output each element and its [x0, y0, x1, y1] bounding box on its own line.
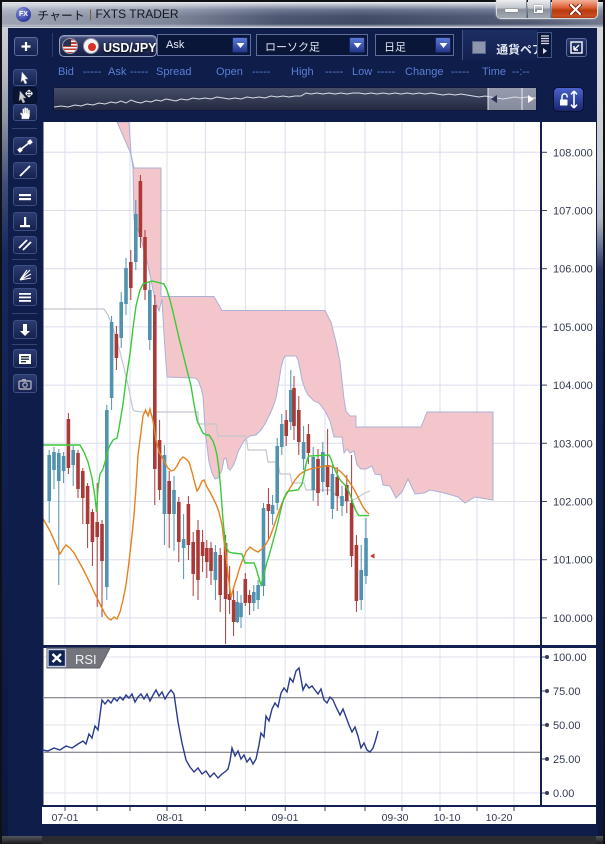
svg-text:10-20: 10-20: [486, 812, 513, 824]
svg-text:106.000: 106.000: [553, 264, 593, 276]
svg-text:108.000: 108.000: [553, 147, 593, 159]
svg-text:50.00: 50.00: [553, 720, 581, 732]
svg-text:10-10: 10-10: [434, 812, 461, 824]
svg-text:0.00: 0.00: [553, 788, 574, 800]
svg-text:104.000: 104.000: [553, 380, 593, 392]
svg-text:100.000: 100.000: [553, 613, 593, 625]
svg-text:101.000: 101.000: [553, 555, 593, 567]
svg-text:07-01: 07-01: [52, 812, 79, 824]
svg-text:102.000: 102.000: [553, 497, 593, 509]
svg-text:100.00: 100.00: [553, 652, 587, 664]
svg-text:09-01: 09-01: [272, 812, 299, 824]
svg-text:103.000: 103.000: [553, 438, 593, 450]
svg-text:75.00: 75.00: [553, 686, 581, 698]
svg-text:105.000: 105.000: [553, 322, 593, 334]
svg-text:08-01: 08-01: [157, 812, 184, 824]
svg-text:RSI: RSI: [75, 652, 97, 667]
svg-text:107.000: 107.000: [553, 206, 593, 218]
svg-text:25.00: 25.00: [553, 754, 581, 766]
svg-text:09-30: 09-30: [382, 812, 409, 824]
